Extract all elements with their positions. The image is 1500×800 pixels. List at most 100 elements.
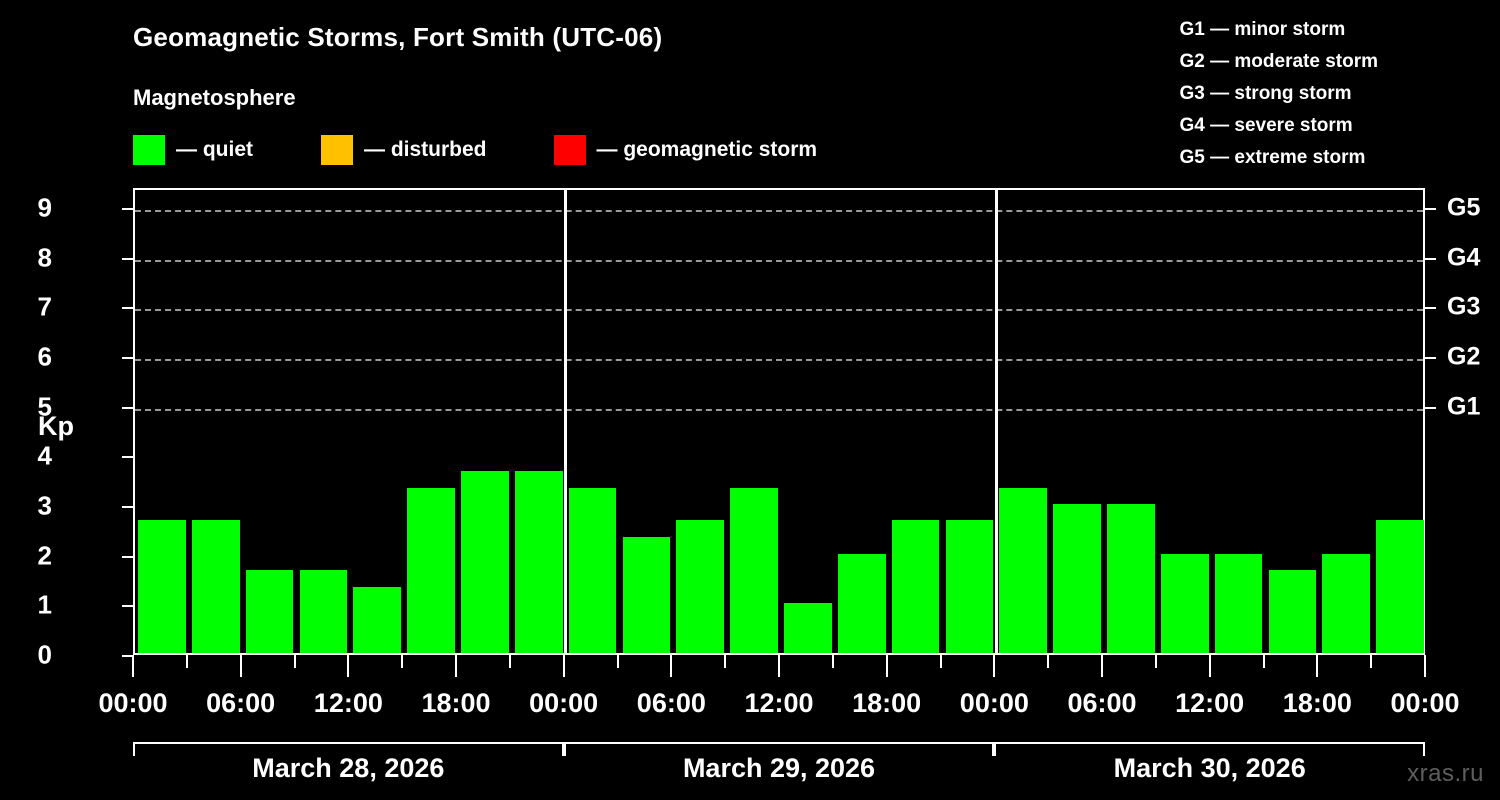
x-axis-tick: [1208, 655, 1211, 677]
legend-entry: — geomagnetic storm: [553, 135, 818, 165]
quiet-swatch: [133, 135, 165, 165]
chart-title: Geomagnetic Storms, Fort Smith (UTC-06): [133, 22, 663, 52]
x-axis-tick: [401, 655, 404, 668]
gridline: [135, 408, 1423, 411]
gscale-legend-row: G3 — strong storm: [1179, 83, 1352, 104]
y-axis-tick-label: 0: [37, 639, 52, 670]
y-axis-tick: [122, 406, 133, 409]
x-axis-tick-label: 18:00: [852, 688, 922, 718]
bar: [999, 487, 1048, 653]
g-axis-tick: [1425, 356, 1436, 359]
y-axis-tick-label: 1: [37, 589, 52, 620]
x-axis-tick-label: 18:00: [1282, 688, 1352, 718]
y-axis-tick: [122, 555, 133, 558]
day-separator: [564, 190, 568, 653]
bar: [1214, 553, 1263, 653]
gscale-legend-row: G2 — moderate storm: [1179, 51, 1379, 72]
y-axis-tick-label: 9: [37, 192, 52, 223]
y-axis-tick: [122, 456, 133, 459]
bar: [1322, 553, 1371, 653]
x-axis-tick: [293, 655, 296, 668]
y-axis-tick: [122, 505, 133, 508]
bar: [622, 537, 671, 653]
disturbed-swatch: [321, 135, 353, 165]
legend-label: — disturbed: [364, 138, 487, 161]
x-axis-tick-label: 06:00: [206, 688, 276, 718]
x-axis-tick: [1047, 655, 1050, 668]
bar: [676, 520, 725, 653]
x-axis-tick: [1424, 655, 1426, 677]
x-axis-tick-label: 18:00: [421, 688, 491, 718]
x-axis-tick: [885, 655, 888, 677]
x-axis-tick: [993, 655, 996, 677]
x-axis-tick: [616, 655, 619, 668]
bar: [730, 487, 778, 653]
g-axis-tick-label: G2: [1447, 342, 1481, 371]
x-axis-tick: [1370, 655, 1373, 668]
plot-inner: [135, 190, 1424, 653]
g-axis-tick-label: G4: [1447, 243, 1481, 272]
g-axis-tick: [1425, 207, 1436, 210]
x-axis-tick: [831, 655, 834, 668]
bar: [1053, 503, 1101, 653]
y-axis-tick: [122, 207, 133, 210]
x-axis-tick-label: 00:00: [959, 688, 1029, 718]
gridline: [135, 309, 1423, 312]
bar: [568, 487, 617, 653]
bar: [245, 570, 294, 653]
x-axis-tick: [670, 655, 673, 677]
x-axis-tick: [1316, 655, 1319, 677]
g-axis-tick-label: G3: [1447, 292, 1481, 321]
x-axis-tick-label: 06:00: [1067, 688, 1137, 718]
bar: [1268, 570, 1317, 653]
y-axis-tick: [122, 307, 133, 310]
bar: [299, 570, 348, 653]
bar: [353, 586, 402, 653]
bar: [891, 520, 940, 653]
gridline: [135, 259, 1423, 262]
geomagnetic-storm-swatch: [553, 135, 586, 165]
x-axis-tick: [939, 655, 942, 668]
y-axis-tick: [122, 356, 133, 359]
bar: [461, 470, 509, 653]
x-axis-tick: [239, 655, 242, 677]
date-bracket: [563, 742, 995, 756]
bar: [138, 520, 186, 653]
g-axis-tick: [1425, 257, 1436, 260]
gscale-legend-row: G4 — severe storm: [1179, 115, 1353, 136]
gscale-legend: G1 — minor storm G2 — moderate storm G3 — …: [1180, 14, 1379, 174]
x-axis-tick-label: 00:00: [98, 688, 168, 718]
bar: [1107, 503, 1155, 653]
x-axis-tick: [455, 655, 457, 677]
x-axis-tick: [508, 655, 511, 668]
g-axis-tick-label: G5: [1447, 193, 1481, 222]
plot-area: [133, 188, 1425, 655]
bar: [1160, 553, 1209, 653]
activity-legend: — quiet — disturbed — geomagnetic storm: [133, 133, 817, 167]
gscale-legend-row: G1 — minor storm: [1179, 19, 1346, 40]
x-axis-tick: [724, 655, 727, 668]
chart-subtitle: Magnetosphere: [133, 85, 296, 110]
y-axis-tick: [122, 257, 133, 260]
day-separator: [994, 190, 998, 653]
y-axis-tick-label: 7: [37, 291, 52, 322]
x-axis-tick: [562, 655, 565, 677]
y-axis-tick: [122, 655, 133, 657]
bar: [191, 520, 240, 653]
y-axis-tick-label: 2: [37, 540, 52, 571]
y-axis-tick-label: 5: [37, 391, 52, 422]
x-axis-tick: [185, 655, 188, 668]
y-axis-tick-label: 4: [37, 440, 52, 471]
x-axis-tick-label: 12:00: [744, 688, 814, 718]
date-label: March 30, 2026: [1113, 753, 1306, 783]
legend-label: — geomagnetic storm: [596, 138, 818, 161]
x-axis-tick-label: 00:00: [529, 688, 599, 718]
x-axis-tick-label: 06:00: [636, 688, 706, 718]
x-axis-tick: [1154, 655, 1157, 668]
bar: [784, 603, 832, 653]
bar: [945, 520, 994, 653]
y-axis-label: Kp: [38, 411, 74, 441]
x-axis-tick: [778, 655, 780, 677]
gscale-legend-row: G5 — extreme storm: [1179, 147, 1366, 168]
x-axis-tick: [1262, 655, 1265, 668]
